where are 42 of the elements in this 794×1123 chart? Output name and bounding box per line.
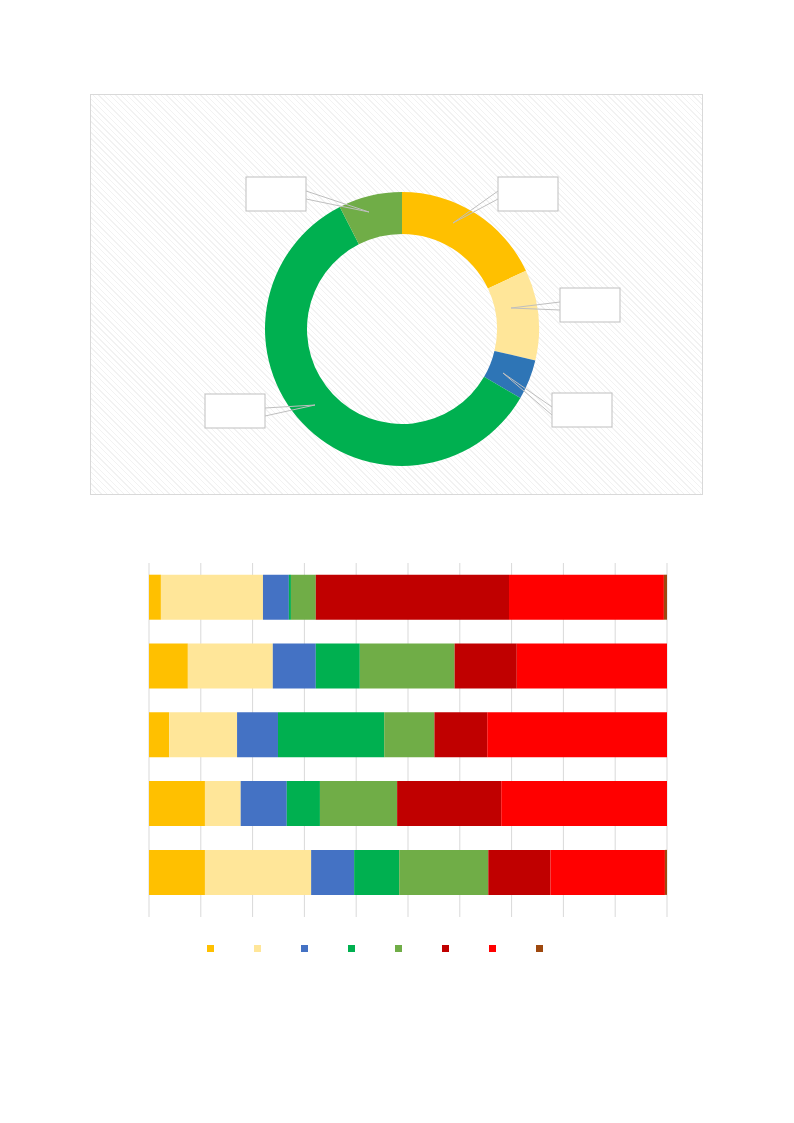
bar [240, 781, 287, 827]
bar [290, 574, 316, 620]
donut-slice [402, 192, 526, 289]
bar [262, 574, 289, 620]
donut-slice [487, 270, 539, 361]
bar [286, 781, 320, 827]
bar [319, 781, 398, 827]
bar [501, 781, 667, 827]
donut-slice [484, 350, 536, 398]
bar [149, 574, 161, 620]
bar [664, 849, 667, 895]
bar [663, 574, 667, 620]
bar [397, 781, 502, 827]
bar [169, 712, 238, 758]
bar [187, 643, 273, 689]
bar [487, 712, 667, 758]
bar [384, 712, 435, 758]
bar [354, 849, 400, 895]
bar [204, 781, 241, 827]
bar [149, 712, 170, 758]
bar [488, 849, 551, 895]
bar [311, 849, 355, 895]
bar [509, 574, 664, 620]
bar [149, 849, 205, 895]
bar [149, 643, 188, 689]
bar [160, 574, 263, 620]
bar [434, 712, 488, 758]
donut-slice [339, 192, 402, 245]
bar [454, 643, 517, 689]
bar [315, 643, 360, 689]
bar [272, 643, 316, 689]
bar [315, 574, 510, 620]
bar [288, 574, 291, 620]
bar [149, 781, 205, 827]
bar [359, 643, 455, 689]
bar [550, 849, 665, 895]
bar [237, 712, 278, 758]
bar [516, 643, 667, 689]
bar [204, 849, 312, 895]
donut-slice [265, 206, 521, 466]
bar [277, 712, 385, 758]
bar [399, 849, 489, 895]
